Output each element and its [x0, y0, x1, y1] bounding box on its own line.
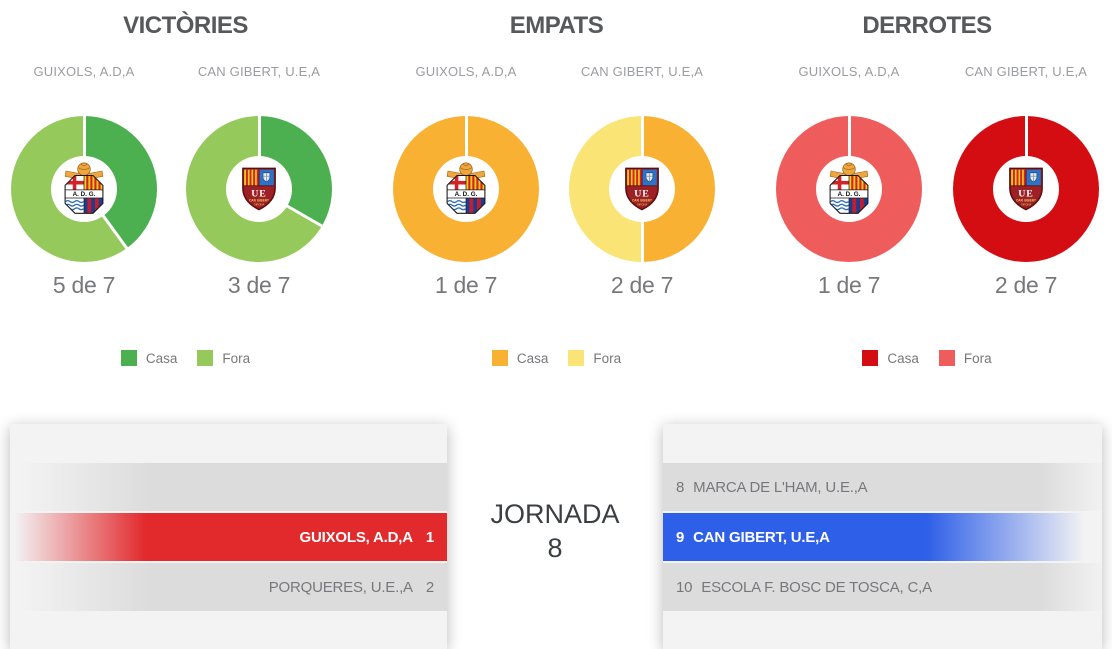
- donut-hole: [993, 156, 1059, 222]
- donut-hole: [226, 156, 292, 222]
- donut-chart: [393, 115, 539, 262]
- segment-divider: [847, 115, 851, 190]
- donut-hole: [433, 156, 499, 222]
- team-label: GUIXOLS, A.D,A: [33, 64, 135, 79]
- donut-chart: [11, 115, 157, 262]
- score-label: 1 de 7: [434, 272, 498, 298]
- casa-swatch-icon: [120, 350, 137, 366]
- donut-chart: [953, 115, 1099, 262]
- team-name: MARCA DE L'HAM, U.E.,A: [693, 478, 868, 496]
- team-name: PORQUERES, U.E.,A: [268, 578, 413, 596]
- legend-label: Casa: [516, 350, 549, 366]
- team-label: GUIXOLS, A.D,A: [415, 64, 517, 79]
- adg-crest-icon: [822, 162, 876, 216]
- segment-divider: [82, 115, 86, 190]
- legend-item-fora: Fora: [938, 350, 992, 366]
- legend-derrotes: Casa Fora: [742, 348, 1112, 368]
- fora-swatch-icon: [197, 350, 214, 366]
- jornada-indicator: JORNADA 8: [447, 497, 663, 565]
- casa-swatch-icon: [862, 350, 879, 366]
- donut-chart: [569, 115, 715, 265]
- ue-crest-icon: [232, 162, 286, 216]
- team-label: CAN GIBERT, U.E,A: [964, 64, 1088, 79]
- chart-derrotes-cangibert: CAN GIBERT, U.E,A 2 de 7: [953, 0, 1099, 310]
- legend-empats: Casa Fora: [371, 348, 742, 368]
- jornada-label: JORNADA: [490, 499, 620, 529]
- legend-item-casa: Casa: [862, 350, 919, 366]
- adg-crest-icon: [57, 162, 111, 216]
- legend-item-fora: Fora: [197, 350, 250, 366]
- legend-item-casa: Casa: [120, 350, 178, 366]
- ue-crest-icon: [615, 162, 669, 216]
- legend-label: Casa: [145, 350, 178, 366]
- legend-label: Casa: [887, 350, 919, 366]
- position-number: 1: [425, 528, 434, 546]
- donut-chart: [776, 115, 922, 262]
- standings-row-guixols[interactable]: GUIXOLS, A.D,A 1: [10, 513, 447, 561]
- donut-hole: [51, 156, 117, 222]
- score-label: 1 de 7: [817, 272, 881, 298]
- score-label: 2 de 7: [610, 272, 674, 298]
- casa-swatch-icon: [491, 350, 508, 366]
- score-label: 2 de 7: [994, 272, 1058, 298]
- legend-item-fora: Fora: [568, 350, 621, 366]
- chart-victories-guixols: GUIXOLS, A.D,A 5 de 7: [11, 0, 157, 310]
- position-number: 9: [676, 528, 685, 546]
- team-label: GUIXOLS, A.D,A: [798, 64, 900, 79]
- chart-empats-cangibert: CAN GIBERT, U.E,A 2 de 7: [569, 0, 715, 310]
- adg-crest-icon: [439, 162, 493, 216]
- segment-divider: [640, 115, 644, 190]
- section-title-empats: EMPATS: [509, 12, 604, 39]
- fora-swatch-icon: [938, 350, 955, 366]
- standings-row-cangibert[interactable]: 9 CAN GIBERT, U.E,A: [663, 513, 1102, 561]
- chart-victories-cangibert: CAN GIBERT, U.E,A 3 de 7: [186, 0, 332, 310]
- team-label: CAN GIBERT, U.E,A: [580, 64, 704, 79]
- ue-crest-icon: [999, 162, 1053, 216]
- donut-hole: [609, 156, 675, 222]
- legend-label: Fora: [222, 350, 251, 366]
- fora-swatch-icon: [568, 350, 585, 366]
- legend-victories: Casa Fora: [0, 348, 371, 368]
- score-label: 3 de 7: [227, 272, 291, 298]
- legend-item-casa: Casa: [491, 350, 549, 366]
- standings-row-marca[interactable]: 8 MARCA DE L'HAM, U.E.,A: [663, 463, 1102, 511]
- team-name: ESCOLA F. BOSC DE TOSCA, C,A: [701, 578, 932, 596]
- position-number: 10: [676, 578, 693, 596]
- chart-empats-guixols: GUIXOLS, A.D,A 1 de 7: [393, 0, 539, 310]
- section-title-derrotes: DERROTES: [862, 12, 992, 39]
- legend-label: Fora: [593, 350, 622, 366]
- segment-divider: [257, 115, 261, 190]
- team-label: CAN GIBERT, U.E,A: [197, 64, 321, 79]
- segment-divider: [464, 115, 468, 190]
- donut-chart: [186, 115, 332, 262]
- chart-derrotes-guixols: GUIXOLS, A.D,A 1 de 7: [776, 0, 922, 310]
- position-number: 8: [676, 478, 685, 496]
- standings-row-porqueres[interactable]: PORQUERES, U.E.,A 2: [10, 563, 447, 611]
- team-name: CAN GIBERT, U.E,A: [693, 528, 830, 546]
- position-number: 2: [425, 578, 434, 596]
- standings-left-card: GUIXOLS, A.D,A 1 PORQUERES, U.E.,A 2: [10, 424, 447, 649]
- standings-row-empty: [10, 463, 447, 511]
- team-name: GUIXOLS, A.D,A: [299, 528, 414, 546]
- standings-right-card: 8 MARCA DE L'HAM, U.E.,A 9 CAN GIBERT, U…: [663, 424, 1102, 649]
- section-title-victories: VICTÒRIES: [123, 12, 248, 39]
- segment-divider: [1024, 115, 1028, 190]
- donut-hole: [816, 156, 882, 222]
- legend-label: Fora: [963, 350, 992, 366]
- jornada-number: 8: [547, 533, 563, 563]
- standings-row-escola[interactable]: 10 ESCOLA F. BOSC DE TOSCA, C,A: [663, 563, 1102, 611]
- score-label: 5 de 7: [52, 272, 116, 298]
